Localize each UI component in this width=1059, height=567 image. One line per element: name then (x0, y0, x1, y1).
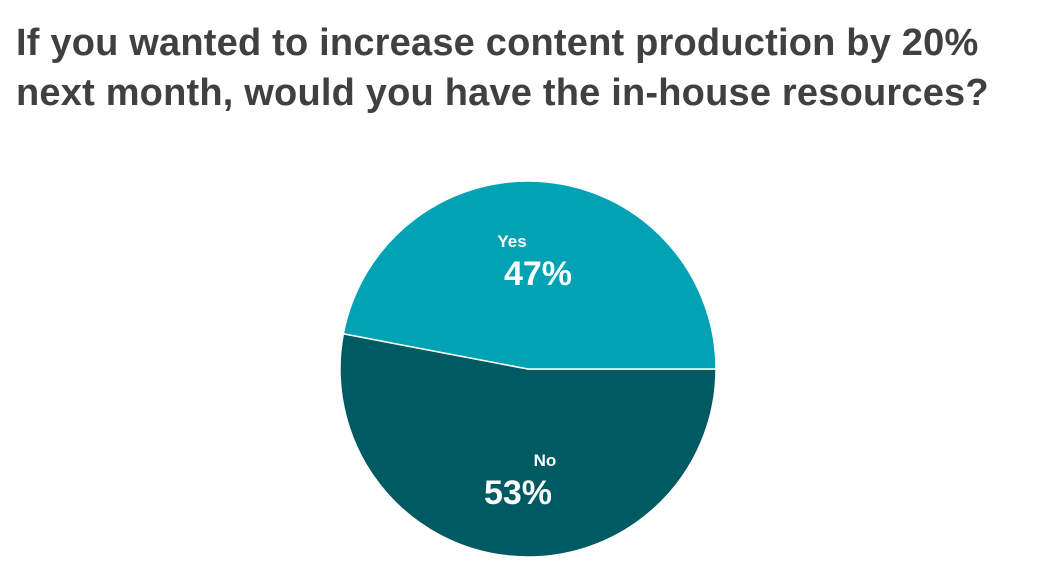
slice-label-no: No (534, 451, 557, 470)
chart-title-line-2: next month, would you have the in-house … (16, 72, 989, 114)
pie-labels: Yes 47% No 53% (484, 232, 572, 512)
slice-value-no: 53% (484, 474, 552, 512)
chart-title: If you wanted to increase content produc… (16, 18, 1046, 118)
pie-slice-yes (342, 180, 717, 370)
slice-label-yes: Yes (497, 232, 526, 251)
chart-title-line-1: If you wanted to increase content produc… (16, 22, 979, 64)
pie-slices (339, 180, 717, 558)
pie-slice-no (339, 332, 717, 558)
slice-value-yes: 47% (504, 255, 572, 293)
